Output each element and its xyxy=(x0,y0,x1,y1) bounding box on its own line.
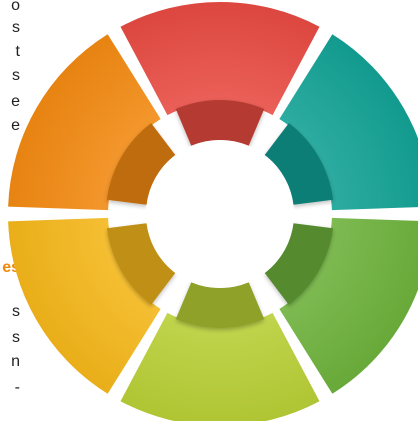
ring-inner-band-red xyxy=(176,100,264,146)
ring-segment-lime xyxy=(120,313,319,421)
ring-center-hole xyxy=(146,140,294,288)
ring-segment-red xyxy=(120,2,319,115)
ring-inner-band-lime xyxy=(176,282,264,328)
